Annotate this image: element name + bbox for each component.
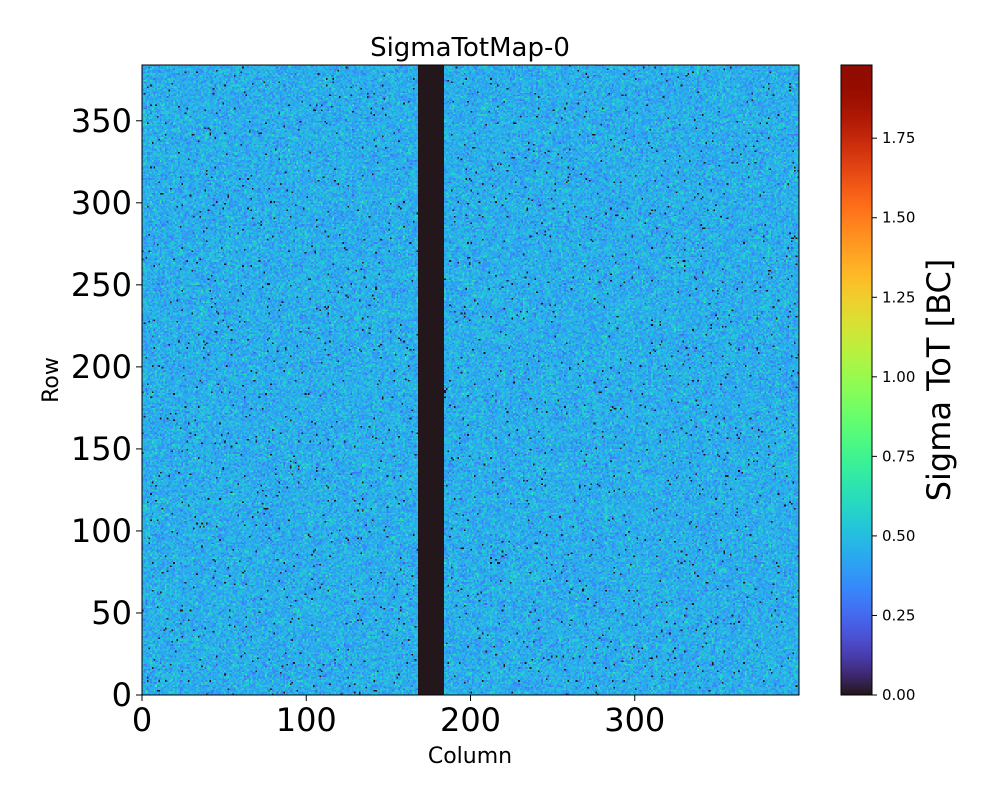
y-tick-label: 200: [71, 348, 132, 386]
colorbar-tick-label: 0.00: [882, 686, 915, 704]
heatmap-image: [142, 65, 799, 695]
colorbar-tick-label: 1.00: [882, 368, 915, 386]
y-axis-label: Row: [39, 357, 64, 403]
plot-frame: [141, 64, 800, 696]
colorbar-tick-label: 1.50: [882, 209, 915, 227]
colorbar-tick-label: 0.75: [882, 447, 915, 465]
x-tick-label: 0: [132, 701, 152, 739]
y-tick-label: 150: [71, 430, 132, 468]
y-tick-label: 0: [112, 676, 132, 714]
colorbar-tick-label: 0.50: [882, 527, 915, 545]
colorbar-tick-label: 1.25: [882, 288, 915, 306]
colorbar-label: Sigma ToT [BC]: [920, 259, 958, 502]
y-tick-label: 50: [91, 594, 132, 632]
x-tick-label: 200: [440, 701, 501, 739]
colorbar-frame: [840, 64, 873, 696]
x-axis-label: Column: [428, 744, 512, 769]
y-tick-label: 350: [71, 102, 132, 140]
x-tick-label: 300: [604, 701, 665, 739]
y-axis-ticks: 0 50 100 150 200 250 300 350: [71, 102, 142, 714]
chart-title: SigmaTotMap-0: [370, 33, 570, 63]
x-tick-label: 100: [276, 701, 337, 739]
y-tick-label: 250: [71, 266, 132, 304]
colorbar-tick-label: 1.75: [882, 129, 915, 147]
y-tick-label: 100: [71, 512, 132, 550]
x-axis-ticks: 0 100 200 300: [132, 695, 665, 739]
colorbar-ticks: 0.00 0.25 0.50 0.75 1.00 1.25 1.50 1.75: [872, 129, 915, 704]
colorbar-gradient: [841, 65, 872, 695]
y-tick-label: 300: [71, 184, 132, 222]
colorbar-tick-label: 0.25: [882, 606, 915, 624]
